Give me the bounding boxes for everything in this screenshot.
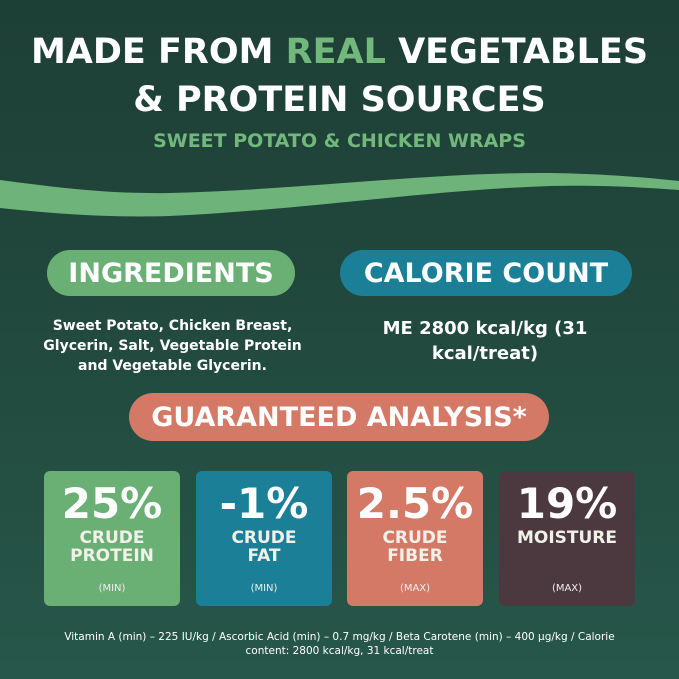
analysis-label: PROTEIN [70, 546, 154, 566]
analysis-label: CRUDE [79, 528, 145, 548]
analysis-value: 2.5% [356, 479, 474, 528]
analysis-box-protein: 25% CRUDE PROTEIN (MIN) [44, 471, 180, 606]
headline-highlight: REAL [285, 32, 386, 72]
analysis-qualifier: (MIN) [250, 583, 278, 594]
analysis-qualifier: (MAX) [551, 583, 583, 594]
analysis-box-fiber: 2.5% CRUDE FIBER (MAX) [347, 471, 483, 606]
analysis-label: CRUDE [231, 528, 297, 548]
headline-line-2: & PROTEIN SOURCES [133, 80, 546, 120]
footnote: Vitamin A (min) – 225 IU/kg / Ascorbic A… [64, 631, 615, 657]
ingredients-text: Sweet Potato, Chicken Breast, Glycerin, … [43, 318, 302, 374]
analysis-label: FAT [247, 546, 281, 566]
headline-text: MADE FROM [30, 32, 286, 72]
guaranteed-analysis-pill: GUARANTEED ANALYSIS* [129, 393, 549, 441]
headline-line-1: MADE FROM REAL VEGETABLES [0, 30, 679, 74]
product-subtitle: SWEET POTATO & CHICKEN WRAPS [153, 130, 526, 152]
analysis-qualifier: (MAX) [399, 583, 431, 594]
analysis-value: 19% [516, 479, 618, 528]
calorie-count-pill: CALORIE COUNT [340, 250, 632, 296]
wave-decoration [0, 172, 679, 217]
analysis-label: CRUDE [382, 528, 448, 548]
analysis-box-fat: -1% CRUDE FAT (MIN) [196, 471, 332, 606]
analysis-value: -1% [219, 479, 309, 528]
analysis-label: MOISTURE [516, 528, 618, 548]
analysis-qualifier: (MIN) [98, 583, 126, 594]
analysis-value: 25% [61, 479, 163, 528]
ingredients-pill: INGREDIENTS [47, 250, 295, 296]
analysis-label: FIBER [387, 546, 443, 566]
headline-text: VEGETABLES [385, 32, 649, 72]
analysis-box-moisture: 19% MOISTURE (MAX) [499, 471, 635, 606]
calorie-count-text: ME 2800 kcal/kg (31 kcal/treat) [382, 318, 588, 364]
